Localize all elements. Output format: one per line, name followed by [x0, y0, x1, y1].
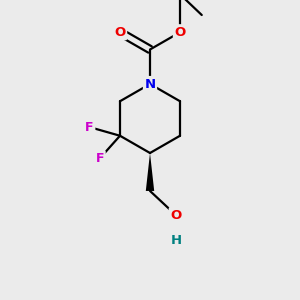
- Text: H: H: [170, 235, 182, 248]
- Text: O: O: [114, 26, 126, 39]
- Polygon shape: [146, 153, 154, 191]
- Text: N: N: [144, 77, 156, 91]
- Text: O: O: [174, 26, 186, 39]
- Text: F: F: [96, 152, 104, 165]
- Text: O: O: [170, 208, 182, 222]
- Text: F: F: [85, 121, 94, 134]
